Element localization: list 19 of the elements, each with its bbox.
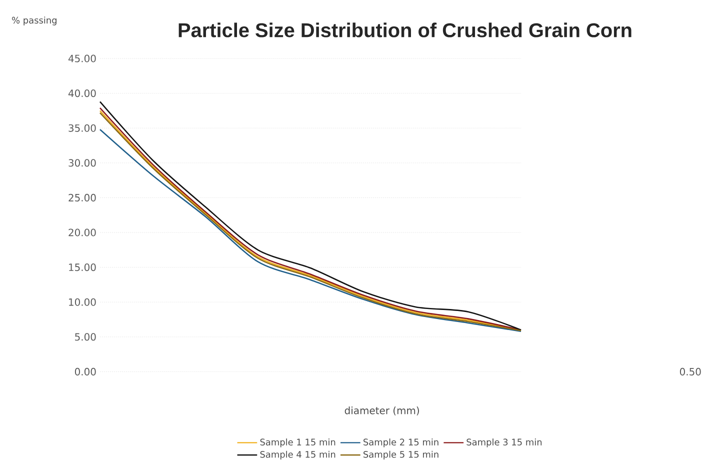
y-tick-label: 25.00	[68, 194, 96, 202]
y-tick-label: 5.00	[75, 333, 96, 341]
legend-label: Sample 3 15 min	[466, 438, 542, 448]
y-tick-label: 20.00	[68, 228, 96, 236]
text: 0.50	[680, 368, 701, 376]
y-axis-title: % passing	[12, 16, 56, 26]
y-tick-label: 40.00	[68, 90, 96, 98]
y-tick-label: 30.00	[68, 159, 96, 167]
y-tick-label: 45.00	[68, 54, 96, 62]
legend-label: Sample 4 15 min	[260, 450, 336, 460]
y-tick-label: 10.00	[69, 298, 96, 306]
y-tick-label: 0.00	[74, 368, 96, 376]
legend-label: Sample 2 15 min	[364, 438, 438, 448]
chart-title: Particle Size Distribution of Crushed Grain Corn	[178, 22, 632, 38]
legend-label: Sample 5 15 min	[364, 450, 438, 460]
y-tick-label: 35.00	[68, 124, 96, 132]
y-tick-label: 15.00	[69, 264, 96, 272]
x-axis-title: diameter (mm)	[344, 406, 419, 416]
legend-label: Sample 1 15 min	[260, 438, 336, 448]
